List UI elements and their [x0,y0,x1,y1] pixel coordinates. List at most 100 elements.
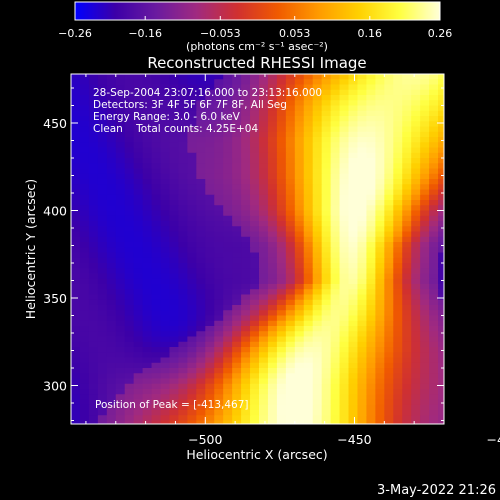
heatmap-cell [375,289,385,296]
heatmap-cell [321,383,332,390]
heatmap-cell [285,100,296,107]
heatmap-cell [205,89,215,96]
heatmap-cell [178,268,188,275]
heatmap-cell [79,205,90,212]
heatmap-cell [106,315,117,322]
heatmap-cell [106,205,117,212]
heatmap-cell [97,168,108,175]
heatmap-cell [115,242,126,248]
heatmap-cell [106,357,117,364]
heatmap-cell [223,110,233,117]
heatmap-cell [429,378,439,385]
heatmap-cell [250,310,260,317]
heatmap-cell [196,352,206,359]
heatmap-cell [303,210,314,217]
heatmap-cell [214,205,224,212]
heatmap-cell [223,137,233,143]
heatmap-cell [384,158,394,164]
heatmap-cell [142,404,153,411]
heatmap-cell [384,278,394,285]
heatmap-cell [294,389,305,395]
heatmap-cell [393,278,403,285]
heatmap-cell [71,116,81,122]
colorbar-unit-label: (photons cm⁻² s⁻¹ asec⁻²) [186,40,328,53]
heatmap-cell [312,389,323,395]
heatmap-cell [232,278,242,285]
heatmap-cell [133,74,144,80]
heatmap-cell [393,116,403,122]
heatmap-cell [151,89,162,96]
heatmap-cell [241,347,251,353]
heatmap-cell [375,200,385,206]
heatmap-cell [124,336,135,343]
heatmap-cell [250,247,260,254]
heatmap-cell [420,336,430,343]
heatmap-cell [88,226,99,233]
heatmap-cell [366,399,376,406]
heatmap-cell [429,294,439,301]
heatmap-cell [124,105,135,112]
heatmap-cell [267,79,278,86]
heatmap-cell [241,331,251,338]
heatmap-cell [321,84,332,91]
heatmap-cell [258,116,269,122]
heatmap-cell [205,336,215,343]
heatmap-cell [142,184,153,191]
heatmap-cell [88,273,99,280]
heatmap-cell [250,242,260,248]
heatmap-cell [133,420,144,424]
heatmap-cell [429,278,439,285]
heatmap-cell [357,163,368,170]
heatmap-cell [357,415,368,422]
heatmap-cell [375,231,385,238]
heatmap-cell [375,194,385,201]
heatmap-cell [393,257,403,264]
heatmap-cell [214,415,224,422]
heatmap-cell [420,362,430,369]
heatmap-cell [223,105,233,112]
heatmap-cell [393,420,403,424]
heatmap-cell [79,415,90,422]
heatmap-cell [106,131,117,138]
heatmap-cell [124,341,135,348]
heatmap-cell [429,79,439,86]
heatmap-cell [88,331,99,338]
heatmap-cell [232,221,242,227]
heatmap-cell [223,95,233,101]
heatmap-cell [71,158,81,164]
heatmap-cell [384,357,394,364]
heatmap-cell [142,221,153,227]
heatmap-cell [133,247,144,254]
heatmap-cell [196,410,206,416]
heatmap-cell [384,394,394,401]
heatmap-cell [232,231,242,238]
heatmap-cell [250,415,260,422]
heatmap-cell [196,247,206,254]
heatmap-cell [321,305,332,311]
heatmap-cell [411,158,421,164]
heatmap-cell [160,247,171,254]
heatmap-cell [187,100,197,107]
heatmap-cell [205,221,215,227]
heatmap-cell [250,173,260,180]
heatmap-cell [124,410,135,416]
heatmap-cell [366,394,376,401]
heatmap-cell [429,184,439,191]
heatmap-cell [366,210,376,217]
heatmap-cell [393,326,403,332]
heatmap-cell [106,373,117,380]
heatmap-cell [276,305,287,311]
heatmap-cell [357,121,368,128]
heatmap-cell [375,126,385,133]
heatmap-cell [321,326,332,332]
heatmap-cell [276,368,287,374]
heatmap-cell [71,184,81,191]
heatmap-cell [88,383,99,390]
heatmap-cell [276,415,287,422]
heatmap-cell [214,200,224,206]
heatmap-cell [303,126,314,133]
heatmap-cell [223,368,233,374]
heatmap-cell [366,74,376,80]
heatmap-cell [285,105,296,112]
heatmap-cell [124,362,135,369]
